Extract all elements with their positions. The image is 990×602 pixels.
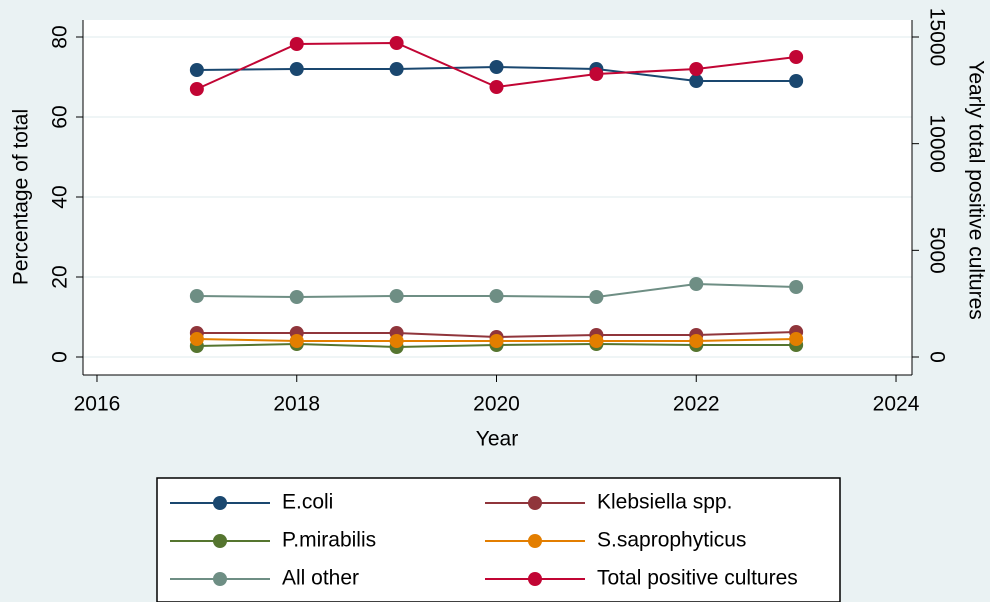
x-tick-label: 2016	[74, 393, 121, 416]
point	[189, 81, 204, 96]
legend-label: Total positive cultures	[597, 567, 798, 590]
point	[189, 332, 204, 346]
legend-marker	[213, 572, 227, 586]
y2-tick-label: 5000	[925, 227, 948, 274]
point	[689, 277, 704, 291]
y-tick-label: 0	[49, 351, 72, 363]
point	[789, 332, 804, 346]
x-axis-title: Year	[476, 428, 518, 451]
point	[189, 289, 204, 303]
point	[389, 62, 404, 76]
point	[389, 289, 404, 303]
legend-marker	[213, 496, 227, 510]
point	[689, 62, 704, 76]
x-tick-label: 2018	[273, 393, 320, 416]
legend-marker	[528, 534, 542, 548]
point	[289, 62, 304, 76]
legend-marker	[528, 496, 542, 510]
x-tick-label: 2020	[473, 393, 520, 416]
point	[589, 66, 604, 81]
y-tick-label: 20	[49, 265, 72, 288]
point	[489, 334, 504, 348]
point	[489, 60, 504, 74]
point	[589, 334, 604, 348]
y-tick-label: 60	[49, 105, 72, 128]
y2-tick-label: 15000	[925, 8, 948, 66]
y2-tick-label: 0	[925, 351, 948, 363]
x-tick-label: 2022	[673, 393, 720, 416]
legend-label: E.coli	[282, 491, 333, 514]
point	[589, 290, 604, 304]
point	[289, 36, 304, 51]
legend-label: S.saprophyticus	[597, 529, 746, 552]
point	[389, 35, 404, 50]
point	[489, 289, 504, 303]
legend-marker	[528, 572, 542, 586]
point	[789, 49, 804, 64]
point	[189, 63, 204, 77]
y-tick-label: 40	[49, 185, 72, 208]
point	[289, 334, 304, 348]
x-tick-label: 2024	[873, 393, 920, 416]
y2-axis-title: Yearly total positive cultures	[964, 60, 987, 320]
point	[489, 80, 504, 95]
legend-marker	[213, 534, 227, 548]
y-tick-label: 80	[49, 25, 72, 48]
y2-tick-label: 10000	[925, 114, 948, 172]
legend-label: Klebsiella spp.	[597, 491, 732, 514]
point	[689, 334, 704, 348]
point	[389, 334, 404, 348]
point	[789, 74, 804, 88]
point	[289, 290, 304, 304]
legend-label: All other	[282, 567, 359, 590]
legend-label: P.mirabilis	[282, 529, 376, 552]
point	[689, 74, 704, 88]
point	[789, 280, 804, 294]
y-axis-title: Percentage of total	[10, 109, 33, 285]
